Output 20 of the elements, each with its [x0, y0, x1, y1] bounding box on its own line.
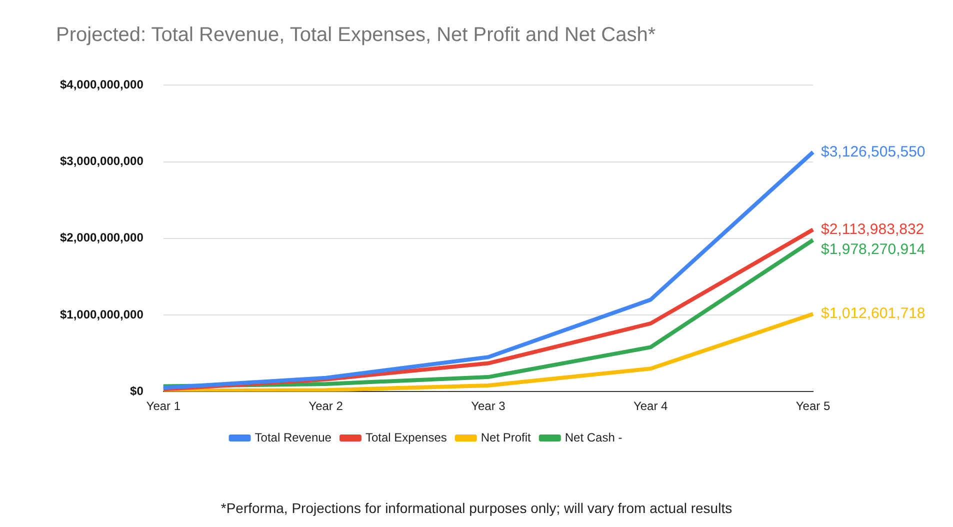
legend-label: Total Expenses — [365, 430, 447, 444]
x-tick-label: Year 2 — [308, 399, 344, 414]
chart-title: Projected: Total Revenue, Total Expenses, Net Profit and Net Cash* — [56, 24, 656, 47]
x-tick-label: Year 1 — [146, 399, 181, 414]
legend-label: Net Cash - — [564, 430, 622, 444]
y-tick-label: $2,000,000,000 — [60, 230, 144, 245]
x-tick-label: Year 5 — [796, 399, 830, 414]
y-tick-label: $4,000,000,000 — [60, 78, 144, 92]
x-tick-label: Year 4 — [633, 399, 668, 414]
data-label: $1,012,601,718 — [821, 305, 926, 322]
y-tick-label: $1,000,000,000 — [60, 307, 144, 322]
data-label: $1,978,270,914 — [821, 240, 926, 258]
legend-label: Net Profit — [480, 430, 532, 444]
data-label: $3,126,505,550 — [821, 143, 926, 160]
text: *Performa, Projections for informational purposes only; will vary from actual results — [220, 500, 734, 516]
legend-label: Total Revenue — [254, 430, 332, 444]
data-label: $2,113,983,832 — [821, 220, 924, 238]
y-tick-label: $0 — [130, 384, 144, 398]
y-tick-label: $3,000,000,000 — [60, 154, 144, 168]
x-tick-label: Year 3 — [471, 399, 506, 414]
